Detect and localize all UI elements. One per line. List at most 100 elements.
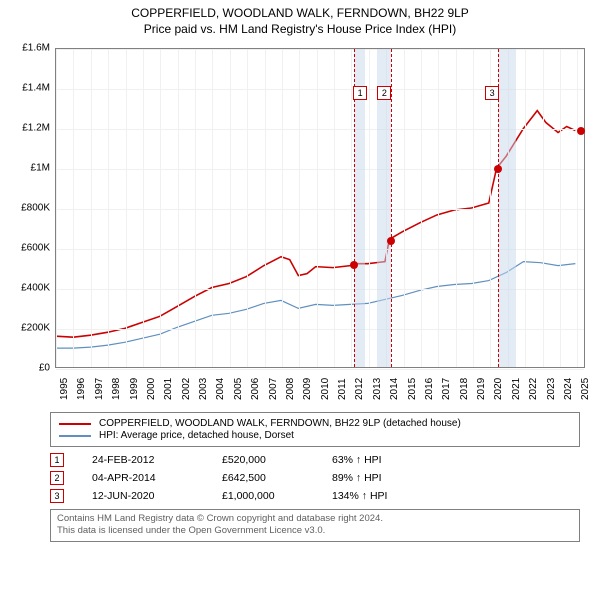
gridline-v bbox=[108, 49, 109, 367]
series-end-marker bbox=[577, 127, 585, 135]
x-axis-tick-label: 2001 bbox=[163, 378, 174, 400]
x-axis-tick-label: 2010 bbox=[320, 378, 331, 400]
gridline-v bbox=[577, 49, 578, 367]
x-axis-tick-label: 2023 bbox=[546, 378, 557, 400]
gridline-v bbox=[473, 49, 474, 367]
legend-swatch bbox=[59, 435, 91, 437]
x-axis-tick-label: 1998 bbox=[111, 378, 122, 400]
x-axis-tick-label: 2008 bbox=[285, 378, 296, 400]
x-axis-tick-label: 2004 bbox=[215, 378, 226, 400]
transaction-price: £1,000,000 bbox=[222, 490, 332, 502]
gridline-v bbox=[126, 49, 127, 367]
x-axis-tick-label: 2017 bbox=[441, 378, 452, 400]
y-axis-tick-label: £1M bbox=[31, 163, 50, 174]
y-axis-tick-label: £1.2M bbox=[22, 123, 50, 134]
x-axis-tick-label: 2019 bbox=[476, 378, 487, 400]
x-axis-tick-label: 2013 bbox=[372, 378, 383, 400]
gridline-v bbox=[438, 49, 439, 367]
x-axis-tick-label: 1995 bbox=[59, 378, 70, 400]
x-axis-tick-label: 2011 bbox=[337, 378, 348, 400]
gridline-v bbox=[369, 49, 370, 367]
transaction-pct: 89% ↑ HPI bbox=[332, 472, 452, 484]
gridline-h bbox=[56, 369, 584, 370]
gridline-v bbox=[543, 49, 544, 367]
x-axis-tick-label: 2018 bbox=[459, 378, 470, 400]
gridline-v bbox=[56, 49, 57, 367]
x-axis-tick-label: 2006 bbox=[250, 378, 261, 400]
legend-row: HPI: Average price, detached house, Dors… bbox=[59, 430, 571, 441]
gridline-v bbox=[143, 49, 144, 367]
gridline-v bbox=[525, 49, 526, 367]
transaction-marker-box: 1 bbox=[353, 86, 367, 100]
gridline-v bbox=[73, 49, 74, 367]
gridline-v bbox=[421, 49, 422, 367]
y-axis-tick-label: £1.6M bbox=[22, 43, 50, 54]
y-axis-tick-label: £1.4M bbox=[22, 83, 50, 94]
gridline-v bbox=[230, 49, 231, 367]
gridline-v bbox=[212, 49, 213, 367]
gridline-v bbox=[265, 49, 266, 367]
transaction-marker-box: 3 bbox=[485, 86, 499, 100]
x-axis-tick-label: 2025 bbox=[580, 378, 591, 400]
transactions-table: 1 24-FEB-2012£520,00063% ↑ HPI 2 04-APR-201… bbox=[50, 453, 580, 503]
legend-row: COPPERFIELD, WOODLAND WALK, FERNDOWN, BH… bbox=[59, 418, 571, 429]
x-axis-tick-label: 2022 bbox=[528, 378, 539, 400]
gridline-v bbox=[282, 49, 283, 367]
x-axis-tick-label: 2024 bbox=[563, 378, 574, 400]
x-axis-tick-label: 2015 bbox=[407, 378, 418, 400]
transaction-price: £642,500 bbox=[222, 472, 332, 484]
footer-line2: This data is licensed under the Open Gov… bbox=[57, 525, 573, 537]
footer-line1: Contains HM Land Registry data © Crown c… bbox=[57, 513, 573, 525]
legend-box: COPPERFIELD, WOODLAND WALK, FERNDOWN, BH… bbox=[50, 412, 580, 447]
chart-title-block: COPPERFIELD, WOODLAND WALK, FERNDOWN, BH… bbox=[0, 0, 600, 38]
transaction-pct: 63% ↑ HPI bbox=[332, 454, 452, 466]
gridline-v bbox=[178, 49, 179, 367]
x-axis-tick-label: 2002 bbox=[181, 378, 192, 400]
transaction-marker-dot bbox=[387, 237, 395, 245]
transaction-badge: 3 bbox=[50, 489, 64, 503]
x-axis-tick-label: 2014 bbox=[389, 378, 400, 400]
legend-swatch bbox=[59, 423, 91, 425]
y-axis-tick-label: £0 bbox=[39, 363, 50, 374]
transaction-date: 04-APR-2014 bbox=[92, 472, 222, 484]
y-axis-tick-label: £200K bbox=[21, 323, 50, 334]
x-axis-tick-label: 1997 bbox=[94, 378, 105, 400]
gridline-v bbox=[404, 49, 405, 367]
transaction-row: 3 12-JUN-2020£1,000,000134% ↑ HPI bbox=[50, 489, 580, 503]
transaction-date: 12-JUN-2020 bbox=[92, 490, 222, 502]
transaction-row: 2 04-APR-2014£642,50089% ↑ HPI bbox=[50, 471, 580, 485]
transaction-marker-dot bbox=[350, 261, 358, 269]
gridline-v bbox=[195, 49, 196, 367]
gridline-v bbox=[247, 49, 248, 367]
x-axis-tick-label: 1999 bbox=[129, 378, 140, 400]
transaction-badge: 2 bbox=[50, 471, 64, 485]
gridline-v bbox=[91, 49, 92, 367]
transaction-pct: 134% ↑ HPI bbox=[332, 490, 452, 502]
transaction-row: 1 24-FEB-2012£520,00063% ↑ HPI bbox=[50, 453, 580, 467]
chart-title-line1: COPPERFIELD, WOODLAND WALK, FERNDOWN, BH… bbox=[0, 6, 600, 20]
shaded-band bbox=[498, 49, 516, 367]
transaction-date: 24-FEB-2012 bbox=[92, 454, 222, 466]
gridline-v bbox=[560, 49, 561, 367]
x-axis-tick-label: 1996 bbox=[76, 378, 87, 400]
chart-title-line2: Price paid vs. HM Land Registry's House … bbox=[0, 22, 600, 36]
gridline-v bbox=[334, 49, 335, 367]
transaction-marker-dot bbox=[494, 165, 502, 173]
transaction-price: £520,000 bbox=[222, 454, 332, 466]
x-axis-tick-label: 2007 bbox=[268, 378, 279, 400]
transaction-badge: 1 bbox=[50, 453, 64, 467]
gridline-v bbox=[160, 49, 161, 367]
transaction-marker-box: 2 bbox=[377, 86, 391, 100]
x-axis-tick-label: 2009 bbox=[302, 378, 313, 400]
x-axis-tick-label: 2005 bbox=[233, 378, 244, 400]
chart-area: 123 £0£200K£400K£600K£800K£1M£1.2M£1.4M£… bbox=[5, 38, 595, 408]
x-axis-tick-label: 2003 bbox=[198, 378, 209, 400]
gridline-v bbox=[299, 49, 300, 367]
x-axis-tick-label: 2012 bbox=[354, 378, 365, 400]
y-axis-tick-label: £600K bbox=[21, 243, 50, 254]
y-axis-tick-label: £400K bbox=[21, 283, 50, 294]
x-axis-tick-label: 2000 bbox=[146, 378, 157, 400]
legend-label: HPI: Average price, detached house, Dors… bbox=[99, 430, 294, 441]
x-axis-tick-label: 2021 bbox=[511, 378, 522, 400]
legend-label: COPPERFIELD, WOODLAND WALK, FERNDOWN, BH… bbox=[99, 418, 461, 429]
